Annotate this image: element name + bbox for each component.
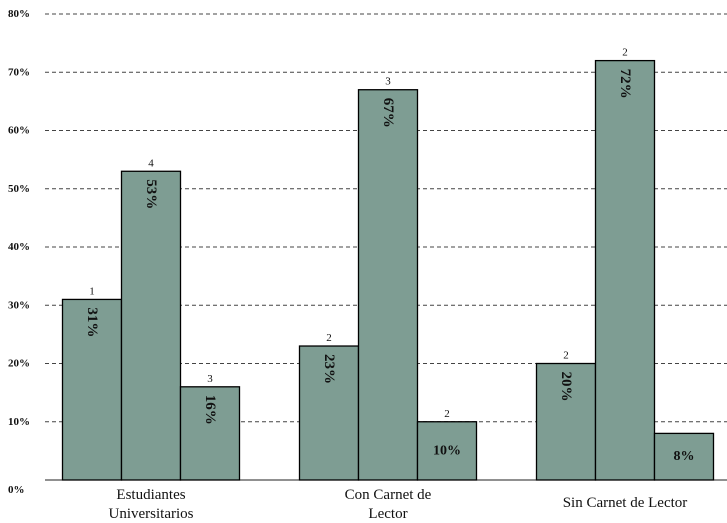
- bar-value-label: 8%: [674, 449, 695, 464]
- bar-top-label: 3: [207, 373, 213, 385]
- y-tick-label: 30%: [8, 299, 30, 311]
- bar-top-label: 2: [563, 350, 569, 362]
- bar-top-label: 1: [89, 285, 95, 297]
- y-tick-label: 20%: [8, 358, 30, 370]
- bar-value-label: 10%: [433, 443, 461, 458]
- bar: [535, 362, 597, 481]
- bar-value-label: 72%: [617, 69, 633, 99]
- bar: [357, 89, 419, 481]
- bar-top-label: 2: [444, 408, 450, 420]
- bar-top-label: 3: [385, 76, 391, 88]
- bar: [594, 59, 656, 481]
- y-tick-label: 60%: [8, 125, 30, 137]
- y-tick-label: 50%: [8, 183, 30, 195]
- bar-top-label: 2: [326, 332, 332, 344]
- y-tick-label: 0%: [8, 484, 25, 496]
- bar: [120, 170, 182, 481]
- category-label: Sin Carnet de Lector: [563, 495, 688, 511]
- bar-value-label: 20%: [558, 372, 574, 402]
- y-tick-label: 70%: [8, 66, 30, 78]
- category-label: Con Carnet de Lector: [345, 487, 432, 522]
- y-tick-label: 40%: [8, 241, 30, 253]
- bar: [416, 421, 478, 481]
- y-tick-label: 80%: [8, 8, 30, 20]
- category-label: Estudiantes Universitarios: [109, 487, 194, 522]
- bar-value-label: 53%: [143, 179, 159, 209]
- bar-top-label: 2: [622, 47, 628, 59]
- bar-top-label: 4: [148, 157, 154, 169]
- bar: [298, 345, 360, 481]
- bar: [61, 298, 123, 481]
- bar-value-label: 16%: [202, 395, 218, 425]
- bar: [653, 432, 715, 481]
- bar-value-label: 31%: [84, 307, 100, 337]
- bar: [179, 386, 241, 481]
- bar-value-label: 67%: [380, 98, 396, 128]
- bar-value-label: 23%: [321, 354, 337, 384]
- y-tick-label: 10%: [8, 416, 30, 428]
